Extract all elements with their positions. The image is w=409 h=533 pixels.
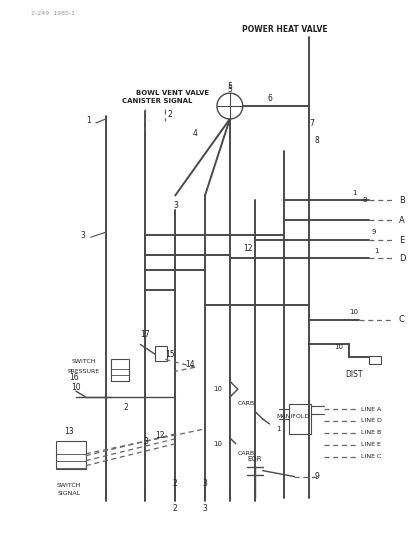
Text: PRESSURE: PRESSURE (67, 369, 100, 374)
Text: 10: 10 (71, 383, 81, 392)
Text: 10: 10 (213, 441, 222, 447)
Text: 5: 5 (227, 85, 232, 94)
Text: D: D (398, 254, 404, 263)
Text: 3: 3 (143, 437, 148, 446)
Text: 5: 5 (227, 82, 232, 91)
Text: 9: 9 (313, 472, 318, 481)
Text: 10: 10 (348, 309, 357, 314)
Bar (56, 441, 85, 469)
Text: 3: 3 (173, 201, 178, 210)
Text: SWITCH: SWITCH (72, 359, 96, 364)
Text: 2: 2 (167, 110, 172, 118)
Text: 10: 10 (213, 386, 222, 392)
Text: 17: 17 (140, 330, 150, 339)
Text: DIST: DIST (344, 370, 362, 379)
Text: 3: 3 (202, 504, 207, 513)
Text: CARB: CARB (237, 401, 254, 406)
Text: 4: 4 (192, 130, 197, 139)
Text: 6: 6 (267, 94, 271, 103)
Text: 9: 9 (371, 229, 375, 235)
Bar (110, 359, 128, 381)
Text: MANIFOLD: MANIFOLD (276, 415, 309, 419)
Text: 15: 15 (165, 350, 175, 359)
Text: 13: 13 (64, 427, 74, 437)
Text: C: C (398, 315, 404, 324)
Text: EGR: EGR (247, 456, 261, 462)
Text: LINE C: LINE C (360, 454, 380, 459)
Text: LINE D: LINE D (360, 418, 381, 423)
Text: 12: 12 (155, 431, 165, 440)
Text: 3: 3 (80, 231, 85, 240)
Text: 2-249  1985-1: 2-249 1985-1 (31, 11, 75, 16)
Text: A: A (398, 216, 403, 225)
Text: SIGNAL: SIGNAL (57, 491, 80, 496)
Text: 2: 2 (173, 479, 177, 488)
Text: E: E (398, 236, 403, 245)
Text: BOWL VENT VALVE: BOWL VENT VALVE (135, 90, 208, 96)
Text: 16: 16 (69, 373, 79, 382)
Text: 8: 8 (313, 136, 318, 146)
Text: 2: 2 (173, 504, 177, 513)
Bar (155, 346, 167, 361)
Text: LINE E: LINE E (360, 442, 380, 447)
Text: 1: 1 (351, 190, 355, 197)
Text: 12: 12 (243, 244, 252, 253)
Text: 7: 7 (308, 119, 313, 128)
Text: CARB: CARB (237, 451, 254, 456)
Text: 3: 3 (202, 479, 207, 488)
Bar (368, 357, 380, 365)
Text: LINE A: LINE A (360, 407, 380, 411)
Text: B: B (398, 196, 404, 205)
Text: 1: 1 (86, 117, 91, 125)
Text: 14: 14 (185, 360, 194, 369)
Text: 1: 1 (276, 426, 280, 432)
Bar (289, 404, 310, 434)
Text: 10: 10 (334, 344, 343, 351)
Text: 1: 1 (374, 248, 378, 254)
Text: 8: 8 (362, 197, 366, 204)
Text: 2: 2 (123, 402, 128, 411)
Text: LINE B: LINE B (360, 430, 380, 435)
Text: CANISTER SIGNAL: CANISTER SIGNAL (122, 98, 192, 104)
Text: SWITCH: SWITCH (56, 483, 81, 488)
Text: POWER HEAT VALVE: POWER HEAT VALVE (241, 25, 326, 34)
